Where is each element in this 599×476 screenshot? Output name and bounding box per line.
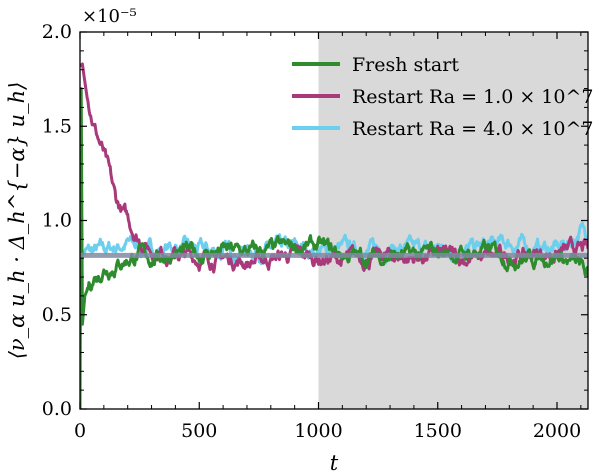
y-tick-label: 0.5	[42, 304, 72, 326]
y-tick-label: 0.0	[42, 398, 72, 420]
y-tick-label: 1.5	[42, 115, 72, 137]
legend-entry: Fresh start	[352, 54, 459, 76]
x-tick-label: 2000	[533, 420, 581, 442]
x-tick-label: 1500	[414, 420, 462, 442]
x-axis-label: t	[330, 451, 339, 475]
x-tick-label: 1000	[294, 420, 342, 442]
x-tick-label: 0	[74, 420, 86, 442]
x-tick-label: 500	[181, 420, 217, 442]
y-multiplier-label: ×10⁻⁵	[82, 6, 137, 27]
legend-entry: Restart Ra = 4.0 × 10^7	[352, 118, 594, 140]
y-tick-label: 2.0	[42, 21, 72, 43]
y-axis-label: ⟨ν_α u_h · Δ_h^{−α} u_h⟩	[5, 82, 29, 360]
legend-entry: Restart Ra = 1.0 × 10^7	[352, 86, 594, 108]
y-tick-label: 1.0	[42, 210, 72, 232]
